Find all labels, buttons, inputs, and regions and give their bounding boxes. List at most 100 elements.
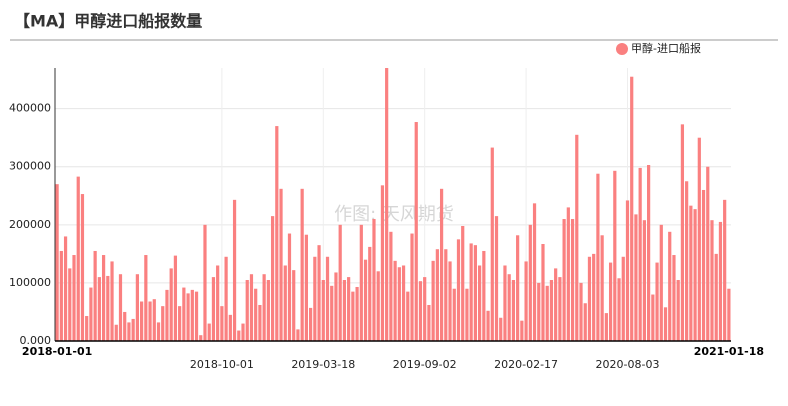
bar (608, 262, 613, 341)
bar (570, 219, 575, 341)
bar (528, 224, 532, 341)
bar (334, 272, 338, 341)
bar (532, 203, 537, 341)
bar (262, 274, 266, 341)
bar (465, 288, 469, 341)
bar (676, 280, 680, 341)
bar (431, 260, 435, 341)
bar (376, 271, 380, 341)
bar (600, 235, 604, 341)
bar (659, 224, 663, 341)
bar (368, 246, 372, 341)
bar (232, 199, 237, 341)
bar (647, 165, 651, 341)
bar (545, 285, 549, 341)
bar (469, 243, 473, 341)
bar (275, 126, 279, 341)
bar (203, 224, 207, 341)
y-tick-label: 200000 (9, 218, 51, 231)
bar (266, 280, 270, 341)
bar (249, 274, 254, 341)
bar (190, 289, 194, 341)
bar (148, 301, 152, 341)
bar (444, 249, 448, 341)
bar (714, 253, 718, 341)
legend-marker (616, 43, 628, 55)
bar (393, 260, 397, 341)
x-tick-label: 2020-02-17 (494, 358, 558, 371)
bar (668, 231, 672, 341)
bar (385, 68, 389, 341)
bar (380, 185, 385, 341)
bar (325, 256, 330, 341)
bar (478, 265, 482, 341)
bar (685, 181, 689, 341)
bar (292, 270, 296, 341)
bar (494, 216, 499, 341)
bar (499, 317, 503, 341)
bar (414, 122, 418, 341)
bar (321, 280, 325, 341)
bar (220, 306, 224, 341)
bar (511, 280, 516, 341)
bar (452, 288, 456, 341)
bar (397, 267, 401, 341)
bar (689, 205, 693, 341)
x-tick-label: 2021-01-18 (694, 345, 764, 358)
bar (355, 286, 359, 341)
bar (287, 233, 292, 341)
bar (85, 316, 89, 341)
bar (114, 324, 118, 341)
bar (596, 173, 600, 341)
bar (156, 322, 161, 341)
bar (216, 265, 220, 341)
bar (680, 124, 685, 341)
bar (76, 176, 80, 341)
bar (537, 282, 541, 341)
bar (194, 291, 199, 341)
bar (473, 245, 477, 341)
bar (672, 255, 676, 341)
bar (710, 220, 714, 341)
x-tick-label: 2019-03-18 (291, 358, 355, 371)
bar (634, 214, 638, 341)
bar (258, 304, 262, 341)
bar (254, 288, 258, 341)
bar (516, 235, 520, 341)
x-tick-label: 2019-09-02 (393, 358, 457, 371)
bar (211, 277, 216, 341)
bar (617, 278, 621, 341)
y-tick-label: 100000 (9, 276, 51, 289)
bar (169, 268, 173, 341)
bar (693, 209, 697, 341)
bar (309, 307, 313, 341)
bar (101, 255, 106, 341)
bar (372, 219, 376, 341)
bar (270, 216, 275, 341)
y-tick-label: 400000 (9, 102, 51, 115)
bar (304, 234, 308, 341)
bar (245, 280, 249, 341)
bar (313, 256, 317, 341)
bar (144, 255, 148, 341)
bar (199, 335, 203, 341)
bar (123, 311, 127, 341)
bar (152, 299, 156, 341)
bar (127, 322, 131, 341)
bar (110, 261, 114, 341)
bar (524, 261, 528, 341)
bar (97, 277, 101, 341)
bar (182, 287, 186, 341)
bar (456, 239, 461, 341)
bar (461, 225, 465, 341)
x-tick-label: 2018-01-01 (22, 345, 92, 358)
bar (706, 166, 710, 341)
bar (283, 265, 287, 341)
bar (186, 293, 190, 341)
bar (351, 291, 355, 341)
bar (317, 245, 321, 341)
bar (68, 268, 72, 341)
bar (228, 314, 232, 341)
bar (723, 199, 727, 341)
